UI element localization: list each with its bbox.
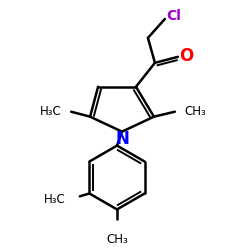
Text: N: N bbox=[115, 130, 129, 148]
Text: CH₃: CH₃ bbox=[185, 105, 206, 118]
Text: H₃C: H₃C bbox=[44, 193, 66, 206]
Text: CH₃: CH₃ bbox=[106, 233, 128, 246]
Text: Cl: Cl bbox=[166, 9, 181, 23]
Text: O: O bbox=[179, 47, 193, 65]
Text: H₃C: H₃C bbox=[40, 105, 61, 118]
